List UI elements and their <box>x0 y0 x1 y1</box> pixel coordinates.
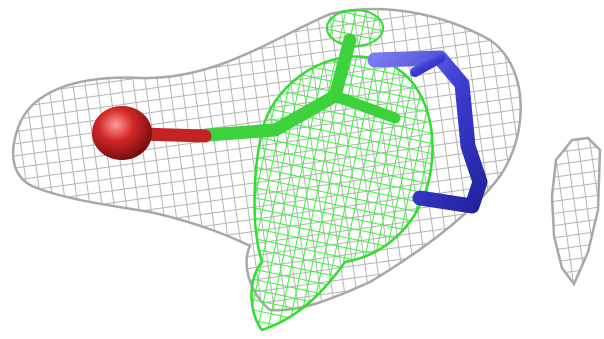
nitrogen-ring <box>367 50 488 214</box>
oxygen-atom <box>92 106 212 160</box>
partial-density-mesh <box>550 136 602 287</box>
